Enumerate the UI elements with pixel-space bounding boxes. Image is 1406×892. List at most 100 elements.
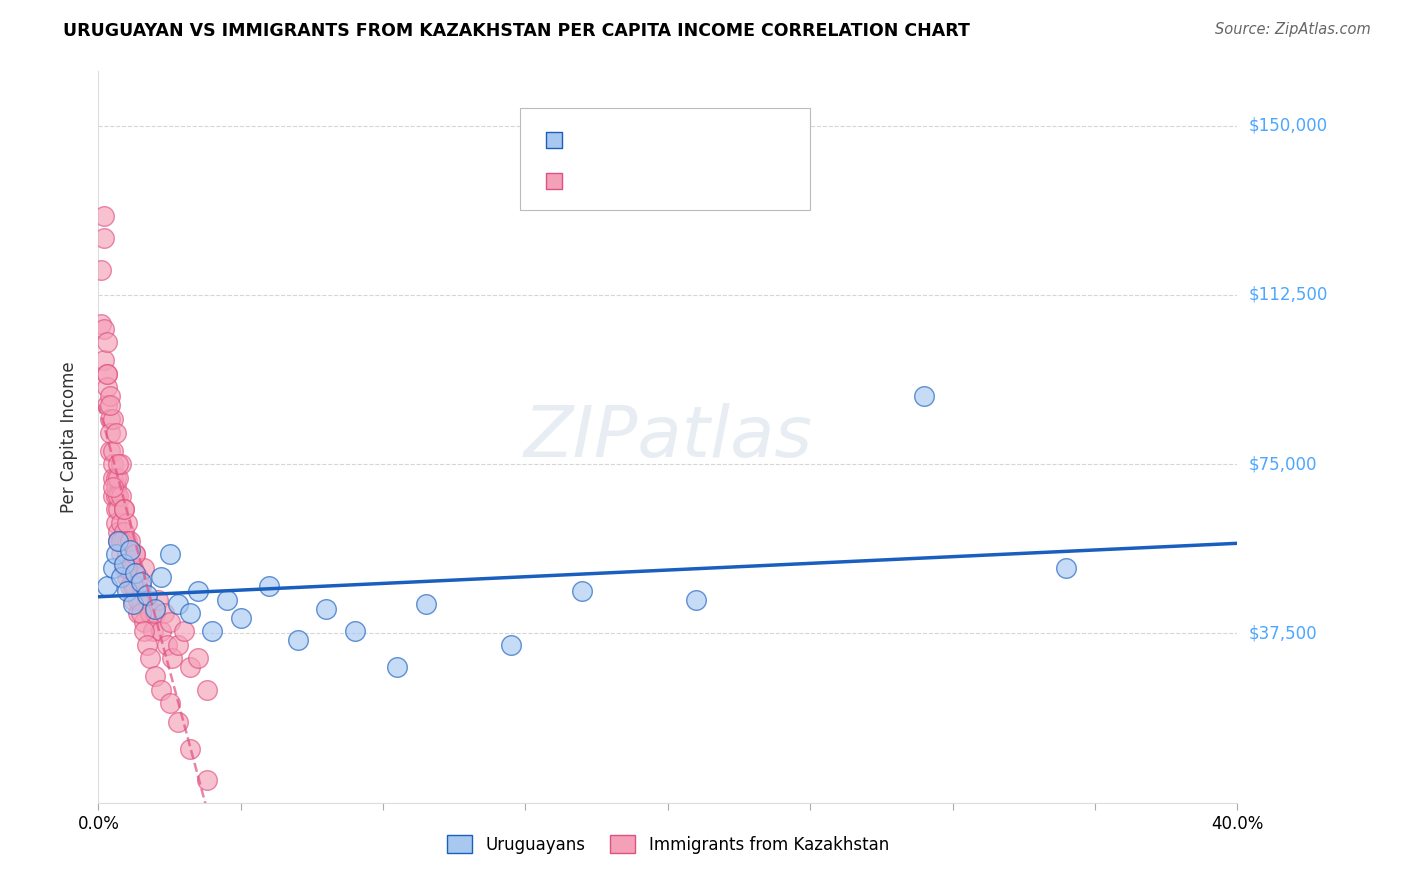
Point	[107, 471, 129, 485]
Point	[145, 606, 167, 620]
Point	[132, 624, 155, 639]
Point	[138, 606, 160, 620]
Text: ZIPatlas: ZIPatlas	[523, 402, 813, 472]
Point	[159, 615, 181, 630]
Point	[167, 638, 190, 652]
Point	[127, 606, 149, 620]
Point	[387, 660, 409, 674]
Point	[287, 633, 309, 648]
Text: $37,500: $37,500	[1249, 624, 1317, 642]
Point	[115, 548, 138, 562]
Point	[201, 624, 224, 639]
Y-axis label: Per Capita Income: Per Capita Income	[59, 361, 77, 513]
Point	[110, 457, 132, 471]
Point	[1226, 796, 1249, 810]
Point	[159, 548, 181, 562]
Point	[101, 412, 124, 426]
Point	[167, 714, 190, 729]
Point	[96, 367, 118, 381]
Text: URUGUAYAN VS IMMIGRANTS FROM KAZAKHSTAN PER CAPITA INCOME CORRELATION CHART: URUGUAYAN VS IMMIGRANTS FROM KAZAKHSTAN …	[63, 22, 970, 40]
Point	[121, 579, 143, 593]
Point	[104, 489, 127, 503]
Point	[127, 570, 149, 584]
Point	[121, 597, 143, 611]
Point	[98, 443, 121, 458]
Point	[124, 579, 146, 593]
Point	[173, 624, 195, 639]
Point	[138, 651, 160, 665]
Point	[107, 489, 129, 503]
Point	[153, 606, 176, 620]
Point	[93, 353, 115, 368]
Point	[107, 533, 129, 548]
Point	[96, 367, 118, 381]
Point	[179, 660, 201, 674]
Point	[112, 502, 135, 516]
Point	[1056, 561, 1078, 575]
Point	[107, 502, 129, 516]
Text: $75,000: $75,000	[1249, 455, 1317, 473]
Point	[115, 516, 138, 530]
Point	[118, 561, 141, 575]
Point	[129, 592, 152, 607]
Point	[101, 480, 124, 494]
Text: R = -0.187   N = 91: R = -0.187 N = 91	[575, 172, 752, 190]
Point	[93, 322, 115, 336]
Point	[343, 624, 366, 639]
Point	[259, 579, 281, 593]
Point	[110, 533, 132, 548]
Legend: Uruguayans, Immigrants from Kazakhstan: Uruguayans, Immigrants from Kazakhstan	[440, 829, 896, 860]
Point	[167, 597, 190, 611]
Point	[215, 592, 238, 607]
Point	[115, 570, 138, 584]
Point	[112, 502, 135, 516]
Point	[90, 263, 112, 277]
Point	[195, 682, 218, 697]
Point	[179, 741, 201, 756]
Point	[159, 697, 181, 711]
Point	[685, 592, 707, 607]
Point	[101, 471, 124, 485]
Point	[96, 579, 118, 593]
Point	[141, 624, 163, 639]
Point	[107, 457, 129, 471]
Point	[187, 583, 209, 598]
Point	[112, 524, 135, 539]
Point	[195, 773, 218, 788]
Point	[98, 389, 121, 403]
Point	[98, 425, 121, 440]
Point	[415, 597, 437, 611]
Point	[110, 516, 132, 530]
Point	[150, 624, 173, 639]
Point	[135, 592, 157, 607]
Point	[121, 561, 143, 575]
Text: $150,000: $150,000	[1249, 117, 1327, 135]
Point	[115, 533, 138, 548]
Point	[104, 471, 127, 485]
Point	[96, 399, 118, 413]
Point	[98, 399, 121, 413]
Point	[187, 651, 209, 665]
Point	[129, 579, 152, 593]
Point	[162, 651, 184, 665]
Point	[104, 425, 127, 440]
Point	[98, 412, 121, 426]
Point	[118, 579, 141, 593]
Point	[104, 480, 127, 494]
Point	[132, 615, 155, 630]
Point	[115, 561, 138, 575]
Point	[129, 574, 152, 589]
Point	[112, 557, 135, 571]
Text: $112,500: $112,500	[1249, 285, 1327, 304]
Point	[150, 570, 173, 584]
Point	[104, 502, 127, 516]
Point	[148, 592, 170, 607]
Point	[112, 533, 135, 548]
Point	[110, 548, 132, 562]
Point	[135, 638, 157, 652]
Point	[107, 533, 129, 548]
Point	[101, 489, 124, 503]
Point	[101, 443, 124, 458]
Point	[96, 335, 118, 350]
Point	[104, 516, 127, 530]
